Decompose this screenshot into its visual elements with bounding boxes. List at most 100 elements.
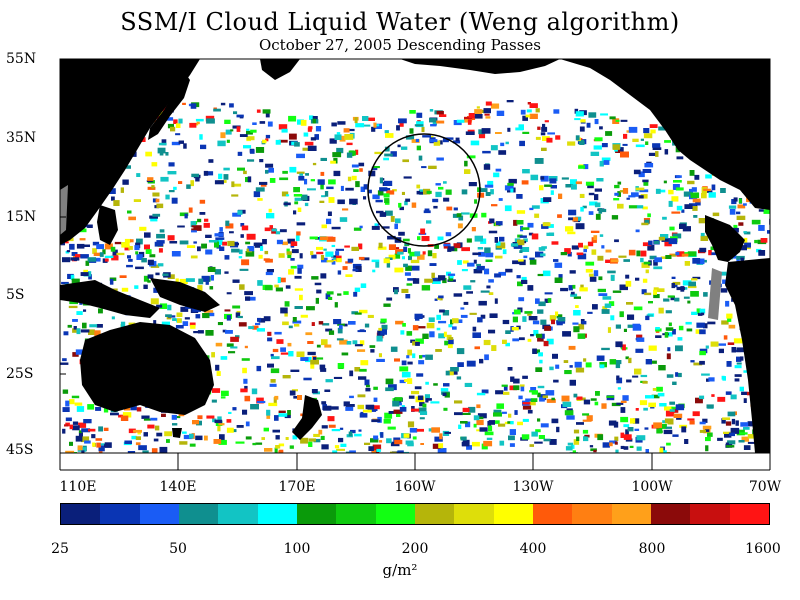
cloud-pixel [580,119,586,123]
cloud-pixel [551,418,559,424]
cloud-pixel [627,324,636,328]
cloud-pixel [274,415,279,421]
cloud-pixel [617,191,621,197]
cloud-pixel [717,396,726,402]
cloud-pixel [650,129,656,134]
cloud-pixel [393,409,403,414]
cloud-pixel [658,236,665,241]
cloud-pixel [390,455,394,460]
cloud-pixel [657,456,663,462]
cloud-pixel [190,221,197,227]
lat-label-45s: 45S [6,442,34,458]
cloud-pixel [679,424,688,428]
cloud-pixel [367,314,374,318]
cloud-pixel [557,214,562,218]
cloud-pixel [705,174,712,179]
cloud-pixel [645,141,649,145]
cloud-pixel [215,364,220,371]
cloud-pixel [542,136,550,141]
cloud-pixel [114,241,122,245]
cloud-pixel [443,407,448,411]
cloud-pixel [71,252,78,256]
cloud-pixel [603,160,610,165]
cloud-pixel [203,222,210,228]
cloud-pixel [440,388,449,392]
cloud-pixel [563,360,569,363]
cloud-pixel [509,429,516,435]
cloud-pixel [505,268,513,273]
cloud-pixel [651,394,660,399]
cloud-pixel [199,212,206,215]
cloud-pixel [634,368,642,375]
cloud-pixel [128,216,136,221]
cloud-pixel [438,275,446,281]
cloud-pixel [636,337,645,342]
cloud-pixel [271,356,280,360]
cloud-pixel [287,254,292,259]
cloud-pixel [109,278,114,285]
cloud-pixel [518,395,523,400]
cloud-pixel [601,403,607,409]
cloud-pixel [372,444,382,451]
cloud-pixel [594,137,603,142]
cloud-pixel [614,192,619,196]
cloud-pixel [259,181,268,185]
cloud-pixel [652,388,657,391]
cloud-pixel [416,184,421,189]
cloud-pixel [273,397,277,403]
cloud-pixel [601,157,611,161]
cloud-pixel [706,404,714,409]
cloud-pixel [374,151,383,155]
cloud-pixel [693,362,703,366]
cloud-pixel [355,123,365,128]
cloud-pixel [444,392,450,398]
cloud-pixel [640,194,648,199]
cloud-pixel [126,264,133,268]
cloud-pixel [184,317,190,320]
cloud-pixel [751,219,761,225]
cloud-pixel [698,218,708,224]
cloud-pixel [371,259,380,263]
cloud-pixel [733,338,743,344]
cloud-pixel [760,238,768,243]
cloud-pixel [380,329,387,335]
cloud-pixel [311,322,315,326]
cloud-pixel [502,339,507,344]
cloud-pixel [728,324,736,329]
cloud-pixel [507,367,513,371]
cloud-pixel [381,452,387,453]
cloud-pixel [615,449,619,453]
cloud-pixel [406,283,413,286]
cloud-pixel [320,368,327,372]
cloud-pixel [398,231,405,236]
cloud-pixel [185,278,195,282]
cloud-pixel [195,435,203,441]
cloud-pixel [358,162,365,167]
cloud-pixel [453,243,461,249]
cloud-pixel [638,171,645,178]
cloud-pixel [513,385,520,391]
cloud-pixel [673,180,682,183]
cloud-pixel [76,311,83,315]
cloud-pixel [648,152,657,156]
cloud-pixel [573,310,581,316]
cloud-pixel [228,351,236,354]
cloud-pixel [85,260,90,266]
cloud-pixel [615,148,623,153]
cloud-pixel [484,184,494,188]
cloud-pixel [211,388,221,393]
cloud-pixel [149,254,156,258]
cloud-pixel [380,318,387,323]
cloud-pixel [513,378,520,384]
cloud-pixel [477,317,483,323]
cloud-pixel [668,189,674,195]
cloud-pixel [394,289,398,295]
cloud-pixel [266,213,275,219]
cloud-pixel [336,132,341,135]
cloud-pixel [157,263,164,267]
cloud-pixel [320,157,327,161]
cloud-pixel [237,210,243,215]
cloud-pixel [379,187,388,192]
cloud-pixel [662,420,667,423]
cloud-pixel [703,188,711,191]
